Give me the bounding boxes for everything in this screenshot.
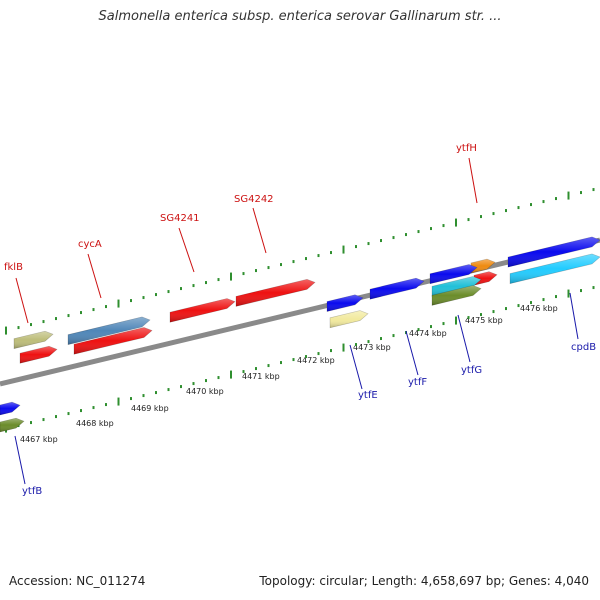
gene-ytfB-feature[interactable] (0, 401, 21, 416)
scale-tick-label: 4473 kbp (353, 343, 391, 352)
gene-label-ytfH[interactable]: ytfH (456, 143, 477, 154)
scale-tick-label: 4474 kbp (409, 329, 447, 338)
feature-olive-2[interactable] (431, 285, 482, 306)
scale-tick-label: 4468 kbp (76, 419, 114, 428)
label-leader-line (405, 330, 419, 376)
gene-ytfF-feature[interactable] (369, 277, 425, 300)
feature-yellow-1[interactable] (329, 310, 369, 329)
scale-tick-label: 4475 kbp (465, 316, 503, 325)
gene-label-ytfG[interactable]: ytfG (461, 365, 482, 376)
gene-label-cycA[interactable]: cycA (78, 239, 102, 250)
accession-text: Accession: NC_011274 (9, 574, 146, 588)
scale-tick-label: 4467 kbp (20, 435, 58, 444)
gene-SG4241-feature[interactable] (169, 298, 236, 323)
feature-cyan-1[interactable] (431, 276, 482, 297)
label-leader-line (87, 253, 102, 299)
map-title: Salmonella enterica subsp. enterica sero… (98, 9, 502, 24)
lower-tick-track (5, 286, 595, 433)
scale-tick-label: 4472 kbp (297, 356, 335, 365)
label-leader-line (252, 207, 267, 254)
label-leader-line (349, 344, 363, 390)
scale-tick-label: 4471 kbp (242, 372, 280, 381)
label-layer: fklB cycA SG4241 SG4242 ytfH ytfB ytfE ytfF ytfG… (4, 143, 596, 497)
gene-label-cpdB[interactable]: cpdB (571, 342, 596, 353)
label-leader-line (468, 157, 478, 204)
feature-olive-1[interactable] (0, 417, 25, 433)
genome-backbone (0, 237, 600, 387)
upper-tick-track: 4467 kbp 4468 kbp 4469 kbp 4470 kbp 4471 kbp… (5, 188, 595, 444)
gene-label-fklB[interactable]: fklB (4, 262, 23, 273)
label-leader-line (569, 292, 579, 340)
gene-label-ytfE[interactable]: ytfE (358, 390, 378, 401)
gene-SG4242-feature[interactable] (235, 279, 316, 307)
gene-label-SG4241[interactable]: SG4241 (160, 213, 200, 224)
feature-lightblue-1[interactable] (509, 253, 600, 284)
gene-cycA-feature[interactable] (67, 316, 151, 346)
scale-tick-label: 4469 kbp (131, 404, 169, 413)
gene-ytfG-feature[interactable] (429, 264, 478, 285)
label-leader-line (15, 277, 29, 324)
feature-layer (0, 236, 600, 433)
gene-label-ytfB[interactable]: ytfB (22, 486, 42, 497)
scale-tick-label: 4470 kbp (186, 387, 224, 396)
feature-red-2[interactable] (73, 327, 153, 355)
gene-fklB-feature[interactable] (13, 330, 54, 350)
scale-tick-label: 4476 kbp (520, 304, 558, 313)
feature-red-1[interactable] (19, 345, 58, 364)
gene-ytfE-feature[interactable] (326, 294, 364, 312)
gene-cpdB-feature[interactable] (507, 236, 600, 268)
label-leader-line (457, 314, 471, 363)
genome-summary-text: Topology: circular; Length: 4,658,697 bp… (259, 574, 589, 588)
gene-label-SG4242[interactable]: SG4242 (234, 194, 274, 205)
gene-label-ytfF[interactable]: ytfF (408, 377, 427, 388)
label-leader-line (178, 227, 195, 273)
label-leader-line (14, 435, 26, 485)
